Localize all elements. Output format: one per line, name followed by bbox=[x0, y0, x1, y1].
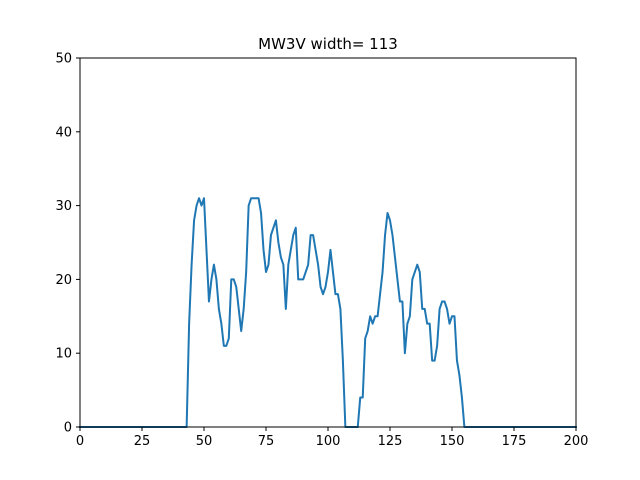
y-tick-label: 0 bbox=[64, 421, 72, 436]
y-tick-label: 20 bbox=[55, 273, 72, 288]
x-tick-label: 75 bbox=[258, 434, 275, 449]
series-layer bbox=[79, 197, 577, 428]
y-tick-label: 40 bbox=[55, 125, 72, 140]
x-tick-label: 125 bbox=[378, 434, 403, 449]
y-tick-label: 10 bbox=[55, 347, 72, 362]
x-tick-label: 25 bbox=[134, 434, 151, 449]
y-tick-label: 50 bbox=[55, 52, 72, 67]
x-tick-label: 50 bbox=[196, 434, 213, 449]
y-tick-label: 30 bbox=[55, 199, 72, 214]
x-tick-label: 0 bbox=[76, 434, 84, 449]
x-tick-label: 100 bbox=[316, 434, 341, 449]
series-line-0 bbox=[79, 197, 577, 428]
plot-area bbox=[80, 58, 576, 427]
chart-title: MW3V width= 113 bbox=[258, 35, 398, 53]
x-tick-label: 200 bbox=[564, 434, 589, 449]
x-tick-label: 175 bbox=[502, 434, 527, 449]
x-tick-label: 150 bbox=[440, 434, 465, 449]
axes-layer: 0 25 50 75 100 125 150 175 200 0 10 20 30 40 50 bbox=[55, 52, 588, 450]
